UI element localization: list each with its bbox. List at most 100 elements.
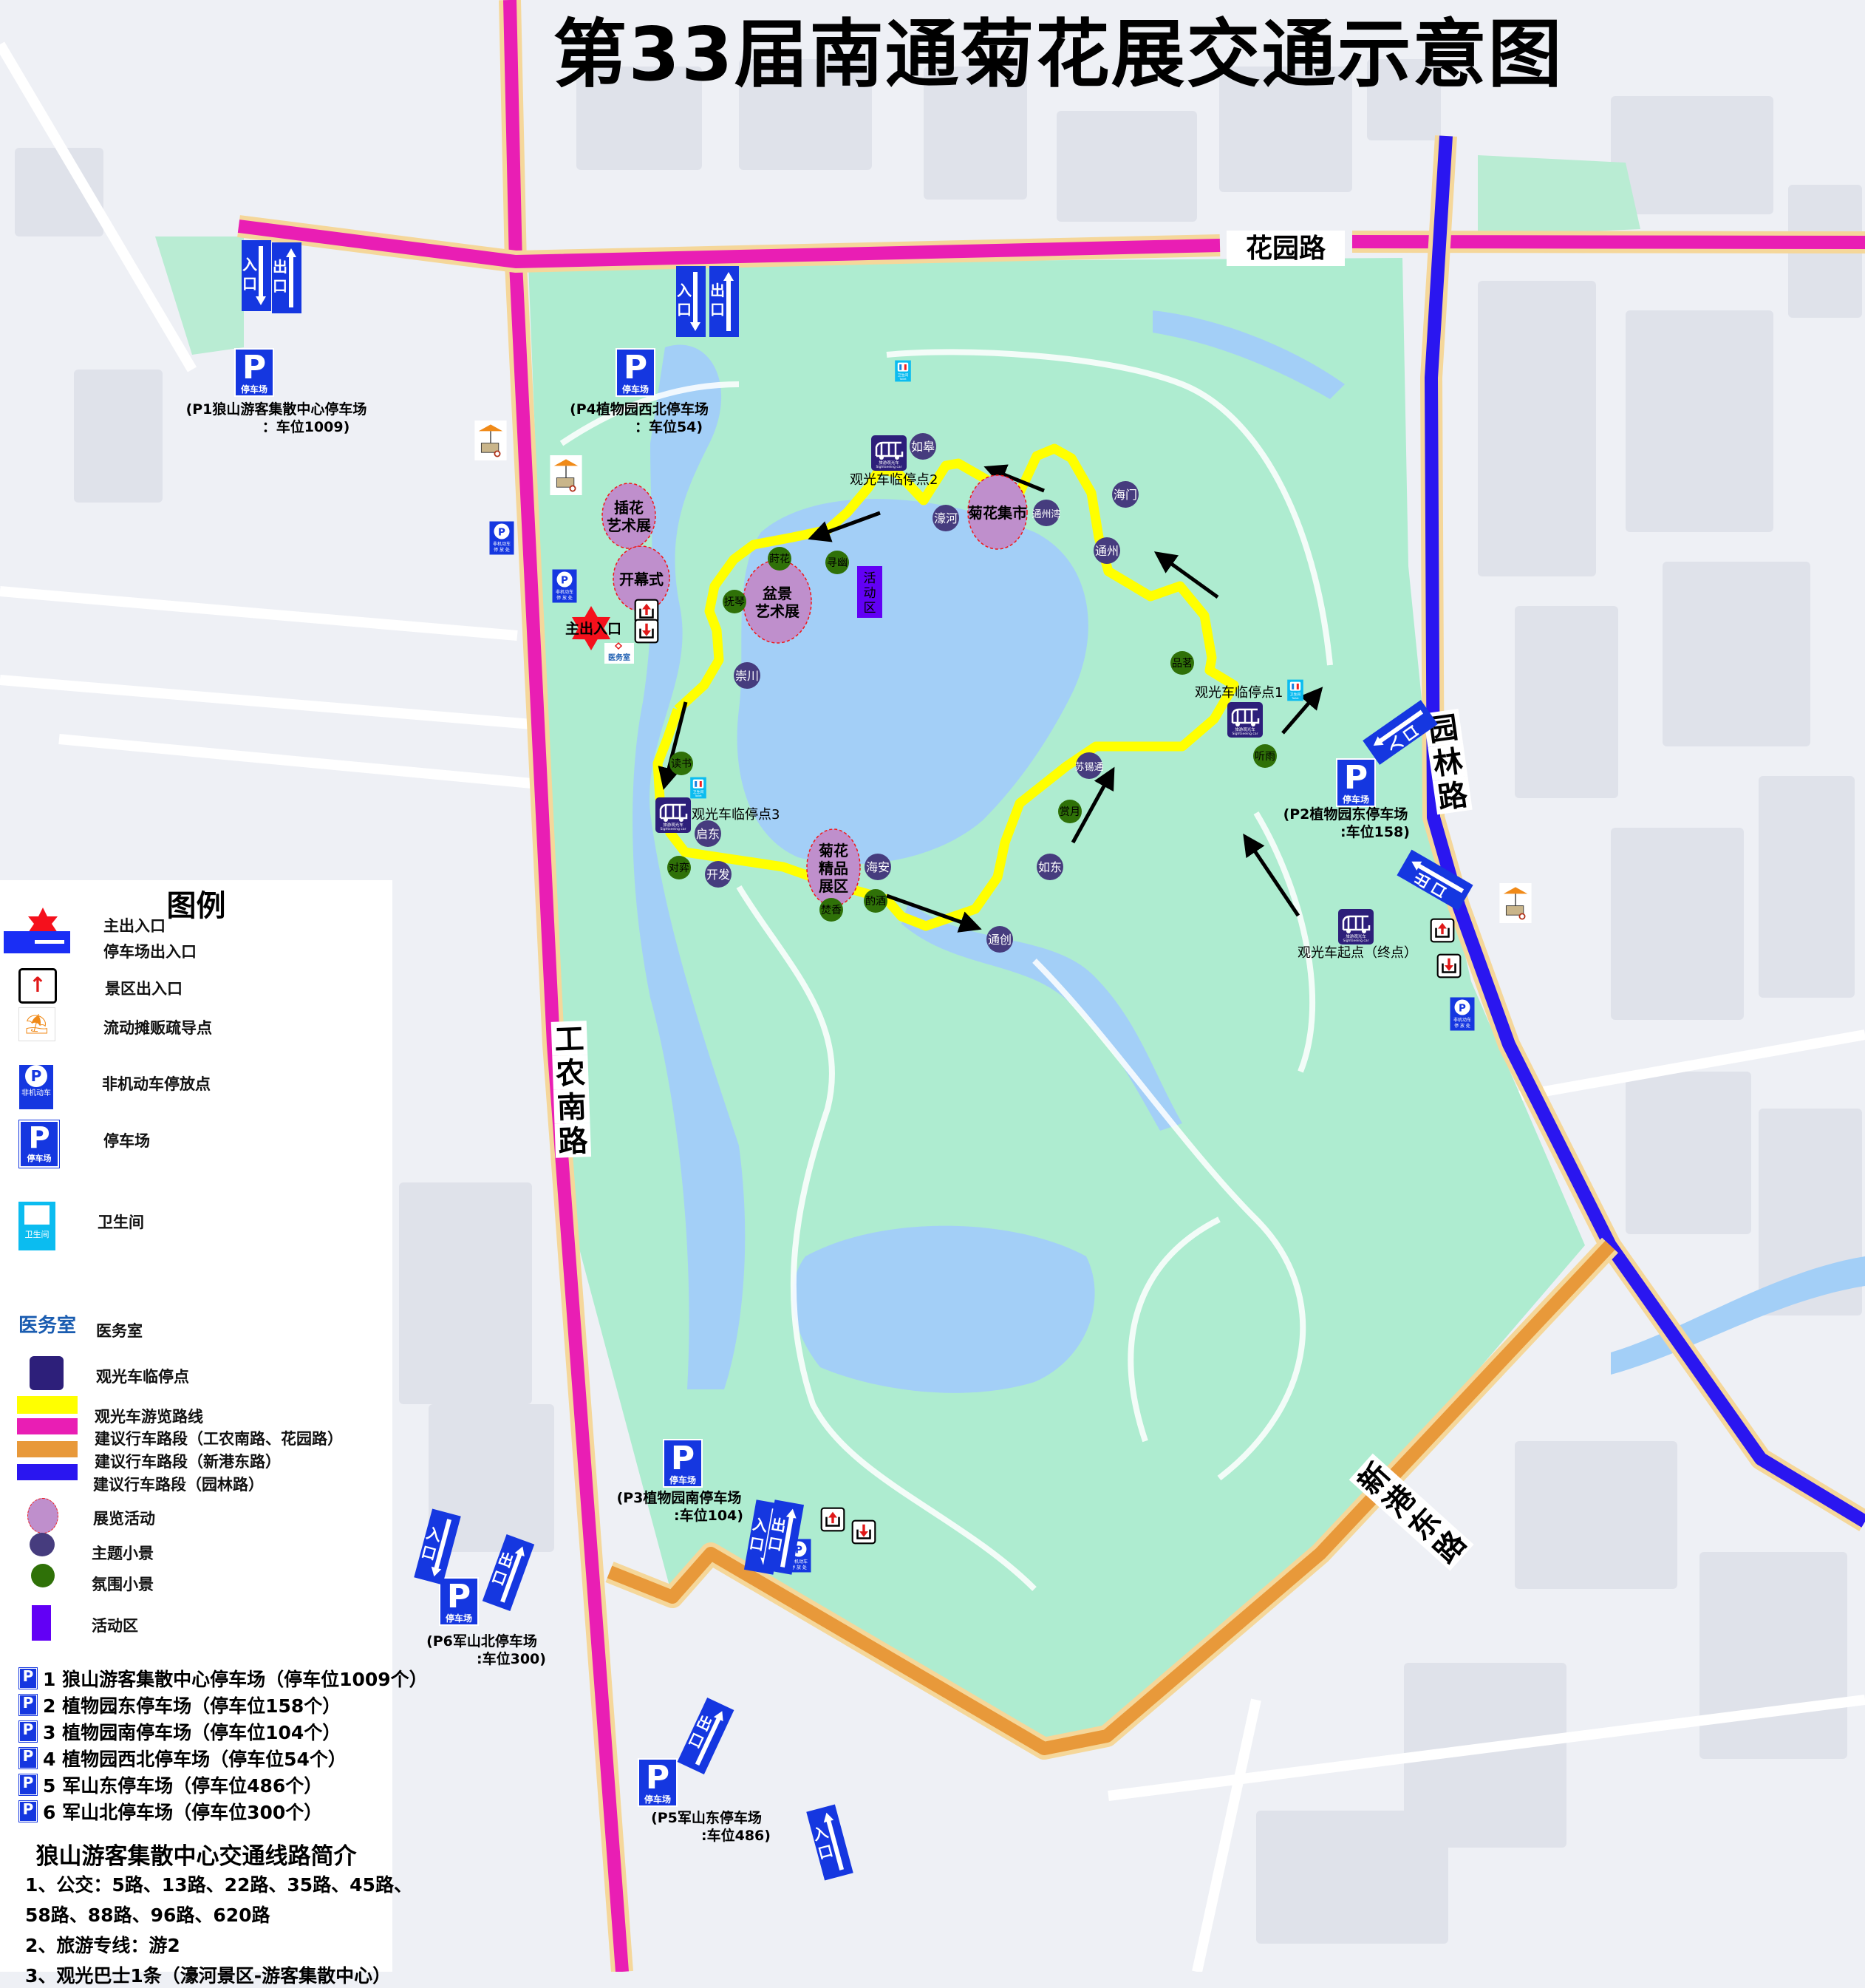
atmosphere-spot-marker: 焚香 [819,898,843,922]
atmosphere-spot-label: 读书 [671,758,692,770]
street [1192,1698,1261,1972]
theme-spot-marker: 濠河 [932,505,959,531]
vendor-umbrella [478,424,503,432]
direction-arrow [983,464,1045,493]
gate-sign-char: 入 [751,1515,769,1535]
park-path [559,381,740,446]
activity-area-char: 动 [864,586,876,601]
scenic-exit-arrow [1445,958,1453,971]
atmosphere-spot-label: 焚香 [821,905,842,916]
exhibition-label: 菊花 [819,842,848,859]
legend-item-label: 卫生间 [98,1213,144,1231]
park-path [1253,811,1316,1073]
sightseeing-car-wheel [1235,722,1240,726]
toilet-text-en: Toilet [899,378,907,381]
legend-item-label: 流动摊贩疏导点 [103,1019,212,1037]
map-title: 第33届南通菊花展交通示意图 [553,11,1564,98]
vendor-cart-icon [474,421,507,460]
activity-area-char: 活 [864,571,876,586]
atmosphere-spot-circle [768,547,791,571]
bicycle-parking-text2: 停 放 处 [556,595,573,601]
theme-spot-circle [1037,854,1063,880]
sightseeing-car-text-en: Sightseeing car [1343,939,1369,943]
theme-spot-label: 通创 [988,933,1012,947]
parking-icon-bg [663,1439,703,1488]
parking-list-text: 4 植物园西北停车场（停车位54个） [43,1749,347,1770]
road-label-char: 工 [554,1022,585,1057]
legend-swatch [17,1396,78,1414]
scenic-exit-bracket [1435,927,1450,938]
legend-swatch: ⛱ [18,1007,55,1041]
exhibition-label: 艺术展 [755,602,799,620]
parking-list-item: P 2 植物园东停车场（停车位158个） [19,1692,341,1718]
yuanlin-road [1425,135,1865,1528]
building-block [1663,562,1810,746]
parking-icon-text: 停车场 [622,384,649,395]
parking-lot-label: ：车位54) [635,418,703,435]
parking-exit-sign: 出口 [1397,849,1473,911]
vendor-umbrella [1503,887,1528,894]
parking-icon-bg [1336,758,1376,807]
road-label-bg [1432,776,1473,815]
street [0,675,533,729]
vendor-cart [480,443,500,453]
building-block [74,370,163,503]
parking-mini-icon: P [19,1774,37,1795]
street [0,41,197,372]
label-gongnong-road: 工农南路 [550,1021,592,1160]
road-label-char: 路 [1436,778,1470,816]
vendor-wheel [494,450,501,457]
road-label-bg [1349,1453,1399,1503]
building-block [739,59,872,170]
legend-item-label: 建议行车路段（园林路） [93,1476,264,1494]
activity-area-rect [857,566,882,618]
bicycle-parking-text1: 非机动车 [556,589,573,595]
theme-spot-label: 开发 [706,868,730,882]
legend-title: 图例 [166,889,226,923]
bicycle-parking-circle [494,523,510,539]
parking-list-item: P 3 植物园南停车场（停车位104个） [19,1718,341,1745]
toilet-man [899,364,902,370]
parking-icon-text: 停车场 [1343,794,1369,805]
huayuan-road-west [237,219,1221,268]
scenic-exit-arrow [828,1511,837,1524]
parking-lot-label: ：车位1009) [262,418,350,435]
legend-swatch: P 停车场 [18,1120,60,1168]
atmosphere-spot-marker: 莳花 [768,547,791,571]
parking-mini-icon: P [19,1801,37,1822]
building-block [1478,281,1596,576]
toilet-woman [904,364,907,370]
theme-spot-marker: 崇川 [734,662,760,689]
toilet-text-cn: 卫生间 [898,372,909,378]
atmosphere-spot-circle [667,856,691,879]
vendor-cart [556,477,575,488]
gate-sign-arrow [1373,709,1424,746]
building-block [1626,310,1773,532]
toilet-text-en: Toilet [694,794,702,797]
bicycle-parking-text1: 非机动车 [1453,1017,1471,1023]
bicycle-parking-icon: P 非机动车停 放 处 [489,521,514,555]
scenic-exit-bracket [825,1516,840,1527]
bicycle-parking-circle [556,571,573,588]
direction-arrow [808,511,881,542]
medical-room-icon: 医务室 [604,641,634,664]
theme-spot-marker: 通创 [986,926,1013,953]
road-label-bg [1425,1522,1474,1571]
parking-icon-p: P [1344,759,1368,797]
sightseeing-car-wheel [895,455,899,460]
bicycle-parking-icon: P 非机动车停 放 处 [1450,997,1475,1031]
sightseeing-car-wheel [879,455,884,460]
parking-icon-p: P [646,1759,669,1797]
gate-sign-arrow [431,1519,452,1577]
legend-item-label: 主题小景 [92,1545,154,1562]
parking-list-text: 1 狼山游客集散中心停车场（停车位1009个） [43,1669,428,1690]
atmosphere-spot-label: 抚琴 [724,596,745,608]
legend-swatch: 卫生间 [18,1202,55,1250]
park-path [1032,959,1306,1481]
sightseeing-car-text-cn: 旅游观光车 [1235,726,1255,732]
